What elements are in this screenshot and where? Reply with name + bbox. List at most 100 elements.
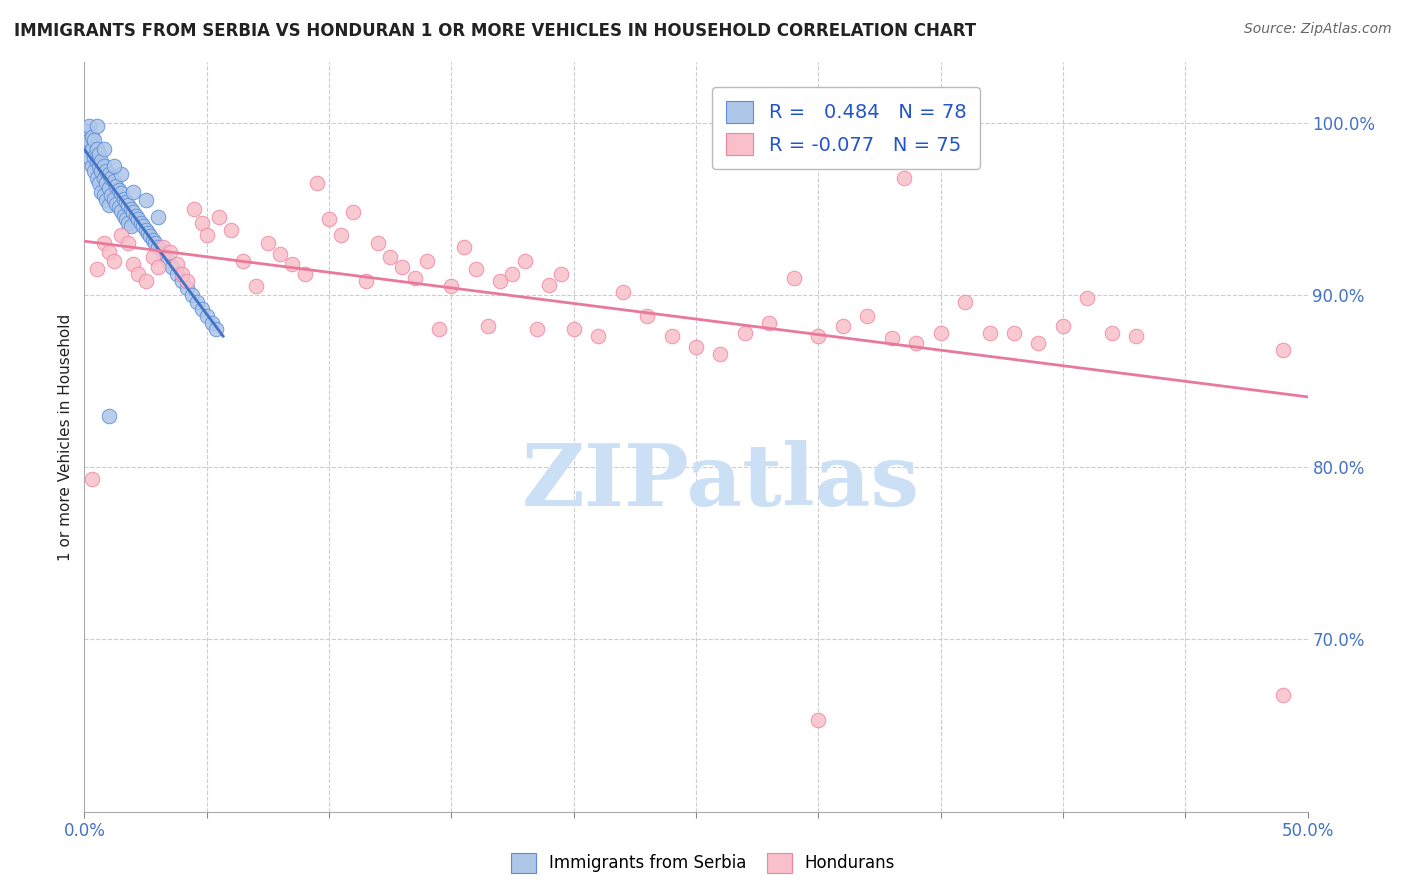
- Point: [1101, 326, 1123, 340]
- Point: [146, 240, 169, 254]
- Point: [172, 268, 194, 282]
- Point: [87, 159, 110, 173]
- Point: [120, 219, 142, 233]
- Point: [100, 188, 122, 202]
- Text: IMMIGRANTS FROM SERBIA VS HONDURAN 1 OR MORE VEHICLES IN HOUSEHOLD CORRELATION C: IMMIGRANTS FROM SERBIA VS HONDURAN 1 OR …: [14, 22, 976, 40]
- Point: [166, 268, 188, 282]
- Point: [117, 236, 139, 251]
- Point: [880, 331, 903, 345]
- Point: [195, 309, 218, 323]
- Point: [97, 244, 120, 259]
- Point: [176, 281, 198, 295]
- Point: [80, 472, 103, 486]
- Point: [122, 205, 145, 219]
- Point: [354, 274, 377, 288]
- Point: [93, 142, 115, 156]
- Point: [156, 253, 179, 268]
- Point: [122, 257, 145, 271]
- Point: [86, 170, 108, 185]
- Point: [152, 240, 174, 254]
- Point: [562, 322, 585, 336]
- Point: [103, 159, 125, 173]
- Point: [110, 227, 132, 242]
- Point: [127, 212, 149, 227]
- Point: [125, 209, 148, 223]
- Point: [139, 229, 162, 244]
- Point: [87, 146, 110, 161]
- Text: Source: ZipAtlas.com: Source: ZipAtlas.com: [1244, 22, 1392, 37]
- Point: [416, 253, 439, 268]
- Point: [96, 164, 118, 178]
- Point: [97, 409, 120, 423]
- Point: [257, 236, 280, 251]
- Point: [76, 142, 98, 156]
- Point: [80, 129, 103, 144]
- Point: [330, 227, 353, 242]
- Point: [129, 216, 152, 230]
- Point: [100, 170, 122, 185]
- Point: [83, 164, 105, 178]
- Point: [232, 253, 254, 268]
- Point: [93, 170, 115, 185]
- Point: [1052, 318, 1074, 333]
- Point: [90, 153, 112, 168]
- Point: [103, 192, 125, 206]
- Point: [205, 322, 228, 336]
- Point: [953, 294, 976, 309]
- Point: [219, 222, 242, 236]
- Point: [807, 714, 830, 728]
- Point: [1272, 688, 1295, 702]
- Point: [162, 260, 184, 275]
- Point: [294, 268, 316, 282]
- Point: [172, 274, 194, 288]
- Point: [76, 124, 98, 138]
- Point: [513, 253, 536, 268]
- Point: [93, 236, 115, 251]
- Point: [1028, 336, 1050, 351]
- Point: [404, 270, 426, 285]
- Point: [181, 288, 204, 302]
- Point: [856, 309, 879, 323]
- Point: [758, 316, 780, 330]
- Point: [367, 236, 389, 251]
- Point: [83, 150, 105, 164]
- Point: [440, 279, 463, 293]
- Point: [122, 185, 145, 199]
- Point: [245, 279, 267, 293]
- Point: [86, 142, 108, 156]
- Point: [979, 326, 1001, 340]
- Point: [477, 318, 499, 333]
- Point: [107, 200, 129, 214]
- Point: [135, 274, 157, 288]
- Point: [105, 196, 128, 211]
- Point: [135, 193, 157, 207]
- Point: [380, 250, 402, 264]
- Legend: Immigrants from Serbia, Hondurans: Immigrants from Serbia, Hondurans: [505, 847, 901, 880]
- Point: [342, 205, 364, 219]
- Point: [83, 133, 105, 147]
- Point: [117, 198, 139, 212]
- Point: [502, 268, 524, 282]
- Point: [1076, 292, 1098, 306]
- Point: [612, 285, 634, 299]
- Point: [807, 329, 830, 343]
- Point: [159, 244, 181, 259]
- Point: [905, 336, 928, 351]
- Point: [186, 294, 208, 309]
- Point: [96, 176, 118, 190]
- Point: [550, 268, 572, 282]
- Point: [90, 185, 112, 199]
- Point: [97, 181, 120, 195]
- Point: [831, 318, 853, 333]
- Point: [112, 192, 135, 206]
- Point: [685, 340, 707, 354]
- Point: [152, 246, 174, 260]
- Point: [636, 309, 658, 323]
- Point: [136, 226, 159, 240]
- Point: [110, 186, 132, 201]
- Y-axis label: 1 or more Vehicles in Household: 1 or more Vehicles in Household: [58, 313, 73, 561]
- Point: [135, 222, 157, 236]
- Point: [96, 193, 118, 207]
- Point: [86, 153, 108, 168]
- Point: [208, 211, 231, 225]
